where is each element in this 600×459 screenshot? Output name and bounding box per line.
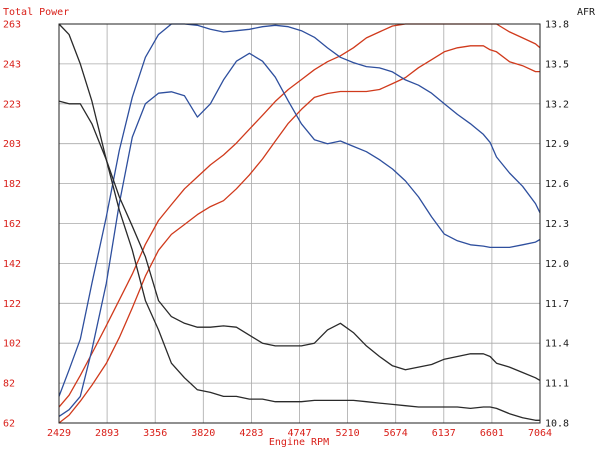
x-tick-label: 5210 [336, 428, 360, 439]
right-tick-label: 13.2 [545, 99, 569, 110]
left-axis-title: Total Power [3, 7, 69, 18]
left-tick-label: 182 [3, 179, 21, 190]
right-tick-label: 12.0 [545, 259, 569, 270]
left-tick-label: 82 [3, 379, 15, 390]
left-tick-label: 162 [3, 219, 21, 230]
right-tick-label: 13.5 [545, 59, 569, 70]
right-tick-label: 12.9 [545, 139, 569, 150]
left-tick-label: 243 [3, 59, 21, 70]
left-tick-label: 142 [3, 259, 21, 270]
right-tick-label: 10.8 [545, 419, 569, 430]
left-tick-label: 102 [3, 339, 21, 350]
right-tick-label: 12.3 [545, 219, 569, 230]
x-tick-label: 2893 [95, 428, 119, 439]
x-axis-label: Engine RPM [269, 437, 329, 448]
x-tick-label: 3820 [191, 428, 215, 439]
plot-frame [58, 23, 541, 424]
left-tick-label: 223 [3, 99, 21, 110]
x-tick-label: 4747 [287, 428, 311, 439]
grid [59, 24, 540, 423]
series-line-3 [58, 23, 541, 397]
x-tick-label: 7064 [528, 428, 552, 439]
right-tick-label: 12.6 [545, 179, 569, 190]
series-line-2 [58, 45, 540, 424]
left-tick-label: 263 [3, 20, 21, 31]
series-line-5 [58, 100, 541, 381]
series-lines [58, 23, 541, 424]
series-line-6 [58, 23, 540, 421]
x-tick-label: 6601 [480, 428, 504, 439]
left-tick-label: 122 [3, 299, 21, 310]
x-tick-label: 6137 [432, 428, 456, 439]
x-tick-label: 3356 [143, 428, 167, 439]
right-axis-ticks: 10.8 11.1 11.4 11.7 12.0 12.3 12.6 12.9 13.2 13.5… [545, 20, 569, 430]
series-line-4 [58, 52, 541, 417]
right-tick-label: 11.1 [545, 379, 569, 390]
left-axis-ticks: 62 82 102 122 142 162 182 203 223 243 263 [3, 20, 21, 430]
left-tick-label: 62 [3, 419, 15, 430]
right-tick-label: 13.8 [545, 20, 569, 31]
right-tick-label: 11.4 [545, 339, 569, 350]
x-tick-label: 4283 [239, 428, 263, 439]
right-axis-title: AFR [577, 7, 596, 18]
x-tick-label: 5674 [384, 428, 408, 439]
left-tick-label: 203 [3, 139, 21, 150]
x-axis-ticks: 2429 2893 3356 3820 4283 4747 5210 5674 6137 6601… [47, 428, 552, 439]
x-tick-label: 2429 [47, 428, 71, 439]
right-tick-label: 11.7 [545, 299, 569, 310]
